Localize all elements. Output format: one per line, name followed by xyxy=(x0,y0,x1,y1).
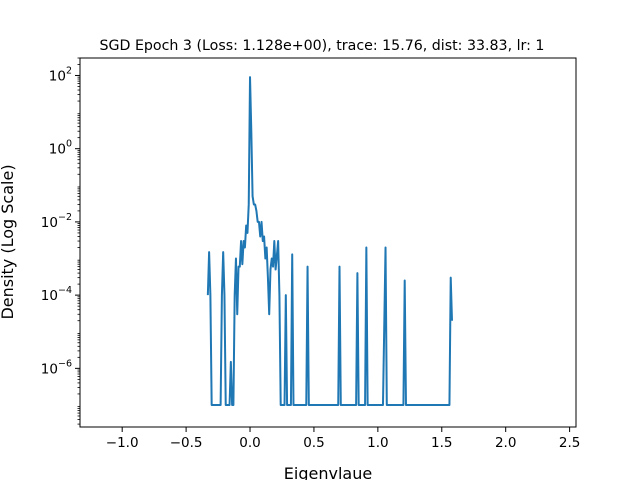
y-tick-exponent: −4 xyxy=(58,285,72,296)
y-tick-base: 10 xyxy=(49,68,66,84)
y-tick-exponent: 0 xyxy=(66,139,72,150)
y-tick-exponent: −2 xyxy=(58,212,72,223)
series-line-0 xyxy=(206,76,453,406)
y-tick-label: 10−6 xyxy=(41,358,72,377)
y-tick-base: 10 xyxy=(41,361,58,377)
x-tick-label: 2.5 xyxy=(559,435,580,451)
x-tick-label: −0.5 xyxy=(170,435,203,451)
y-tick-exponent: −6 xyxy=(58,358,72,369)
y-tick-base: 10 xyxy=(41,288,58,304)
y-tick-label: 10−2 xyxy=(41,212,72,231)
y-tick-label: 100 xyxy=(49,139,72,158)
x-tick-label: 1.5 xyxy=(431,435,452,451)
x-tick-label: 0.5 xyxy=(303,435,324,451)
plot-frame xyxy=(79,57,577,428)
y-tick-label: 10−4 xyxy=(41,285,72,304)
x-tick-label: 0.0 xyxy=(239,435,260,451)
y-tick-base: 10 xyxy=(41,215,58,231)
y-tick-exponent: 2 xyxy=(66,65,72,76)
x-tick-label: 2.0 xyxy=(495,435,516,451)
x-axis-label: Eigenvlaue xyxy=(284,464,372,480)
y-tick-base: 10 xyxy=(49,142,66,158)
series-layer xyxy=(206,76,453,406)
x-tick-label: −1.0 xyxy=(106,435,139,451)
y-axis-label: Density (Log Scale) xyxy=(0,164,17,319)
y-tick-label: 102 xyxy=(49,65,72,84)
x-tick-label: 1.0 xyxy=(367,435,388,451)
x-axis: −1.0 −0.5 0.0 0.5 1.0 1.5 2.0 2.5 xyxy=(106,427,580,451)
chart-title: SGD Epoch 3 (Loss: 1.128e+00), trace: 15… xyxy=(100,38,545,54)
